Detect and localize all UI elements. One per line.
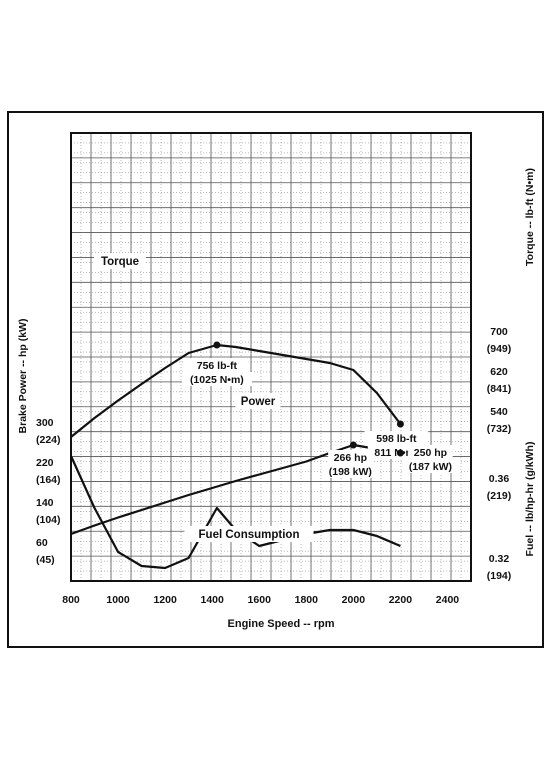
series-line-torque <box>70 343 402 438</box>
data-label: (1025 N•m) <box>190 374 244 386</box>
curve-label-bg <box>184 526 314 542</box>
data-point-marker <box>213 341 221 349</box>
fuel-tick-label: 0.36 <box>489 473 510 485</box>
data-label: 811 N•m) <box>374 447 418 459</box>
y-left-tick-label: 140 <box>36 497 54 509</box>
chart-frame: 800 1000 1200 1400 1600 1800 2000 2200 2400 Engin… <box>7 111 544 648</box>
annotation-bg <box>328 450 373 464</box>
y-right-tick-label: 700 <box>490 326 508 338</box>
annotation-bg <box>181 372 252 386</box>
curve-label-bg <box>94 253 146 269</box>
curve-label-bg <box>235 393 281 409</box>
x-tick-label: 2000 <box>342 594 366 606</box>
x-tick-label: 1800 <box>295 594 319 606</box>
y-left-tick-sublabel: (104) <box>36 514 61 526</box>
x-tick-label: 1000 <box>106 594 130 606</box>
data-label: 250 hp <box>414 447 447 459</box>
data-label: (187 kW) <box>409 461 452 473</box>
x-tick-label: 800 <box>62 594 80 606</box>
y-left-tick-sublabel: (45) <box>36 554 55 566</box>
data-point-marker <box>396 449 404 457</box>
fuel-axis-label: Fuel -- lb/hp-hr (g/kWh) <box>524 442 536 557</box>
series-line-power <box>70 443 401 536</box>
x-tick-label: 2200 <box>389 594 413 606</box>
y-left-tick-sublabel: (224) <box>36 434 61 446</box>
y-right-tick-sublabel: (732) <box>487 423 512 435</box>
y-right-tick-sublabel: (841) <box>487 383 512 395</box>
y-right-tick-label: 620 <box>490 366 508 378</box>
data-label: 756 lb-ft <box>197 360 238 372</box>
x-axis-label: Engine Speed -- rpm <box>228 618 335 630</box>
fuel-tick-sublabel: (194) <box>487 570 512 582</box>
annotation-bg <box>364 431 429 445</box>
y-left-tick-sublabel: (164) <box>36 474 61 486</box>
x-tick-label: 1200 <box>153 594 177 606</box>
fuel-tick-sublabel: (219) <box>487 490 512 502</box>
x-tick-label: 1400 <box>200 594 224 606</box>
annotation-bg <box>401 459 460 473</box>
y-left-tick-label: 300 <box>36 417 54 429</box>
y-left-tick-label: 220 <box>36 457 54 469</box>
plot-border <box>70 132 472 582</box>
y-left-axis-label: Brake Power -- hp (kW) <box>17 319 29 434</box>
curve-label: Torque <box>101 256 139 268</box>
data-point-marker <box>349 441 357 449</box>
curve-label: Power <box>241 396 276 408</box>
annotation-bg <box>321 464 379 478</box>
x-tick-label: 2400 <box>436 594 460 606</box>
chart: 800 1000 1200 1400 1600 1800 2000 2200 2400 Engin… <box>17 132 536 630</box>
annotation-bg <box>185 358 249 372</box>
y-right-axis-label: Torque -- lb-ft (N•m) <box>524 168 536 266</box>
data-label: 266 hp <box>334 452 367 464</box>
y-right-tick-sublabel: (949) <box>487 343 512 355</box>
x-tick-label: 1600 <box>248 594 272 606</box>
data-label: (198 kW) <box>329 466 372 478</box>
curve-label: Fuel Consumption <box>199 529 300 541</box>
data-point-marker <box>396 420 404 428</box>
annotation-bg <box>408 445 453 459</box>
y-left-tick-label: 60 <box>36 537 48 549</box>
fuel-tick-label: 0.32 <box>489 553 510 565</box>
data-label: 598 lb-ft <box>376 433 417 445</box>
y-right-tick-label: 540 <box>490 406 508 418</box>
